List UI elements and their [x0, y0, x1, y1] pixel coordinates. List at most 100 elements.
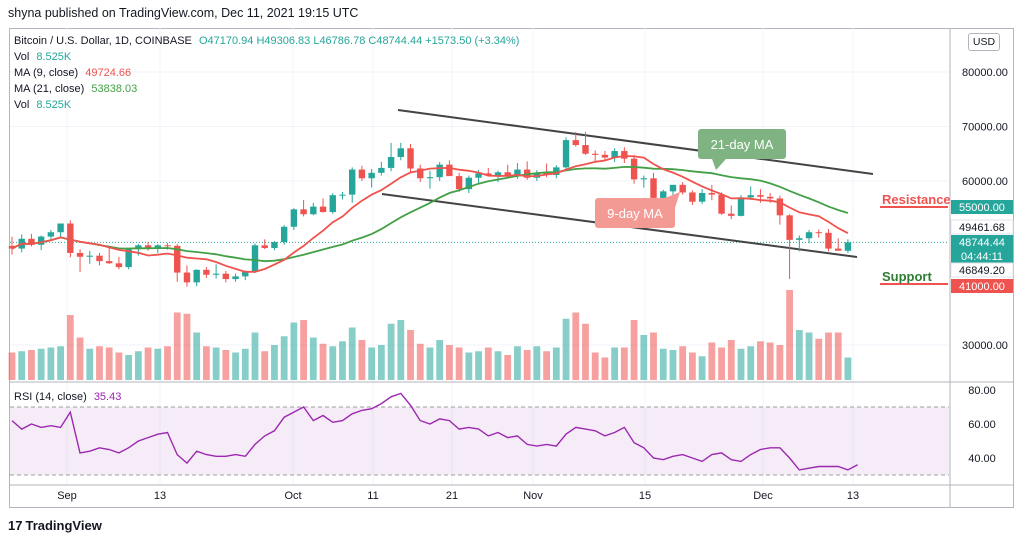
- time-tick-label: 13: [847, 490, 859, 502]
- candle-body: [417, 168, 424, 179]
- price-tag-text: 41000.00: [959, 281, 1005, 293]
- candle-body: [737, 197, 745, 216]
- volume-bar: [203, 346, 210, 380]
- candle-body: [174, 245, 181, 273]
- volume-bar: [689, 352, 696, 380]
- candle-body: [135, 245, 142, 250]
- candle-body: [582, 145, 589, 154]
- volume-bar: [309, 337, 317, 380]
- volume-bar: [815, 338, 823, 380]
- candle-body: [446, 164, 453, 177]
- candle-body: [776, 198, 784, 216]
- candle-body: [222, 273, 230, 280]
- publisher-header: shyna published on TradingView.com, Dec …: [8, 6, 359, 20]
- candle-body: [47, 232, 55, 237]
- legend-vol2-row: Vol 8.525K: [14, 98, 75, 112]
- rsi-tick-label: 40.00: [968, 453, 996, 465]
- candle-body: [553, 167, 560, 176]
- volume-bar: [358, 340, 366, 380]
- candle-body: [193, 269, 200, 283]
- volume-bar: [834, 332, 842, 380]
- price-tick-label: 80000.00: [962, 67, 1008, 79]
- price-tag-ma21: [950, 262, 1014, 278]
- ma21-callout-text: 21-day MA: [711, 137, 774, 152]
- axes: 80000.00 70000.00 60000.00 30000.00 80.00 60.…: [57, 67, 1008, 502]
- candle-body: [747, 195, 754, 198]
- volume-bar: [484, 347, 492, 380]
- volume-bar: [727, 340, 735, 380]
- volume-bar: [776, 345, 784, 380]
- candle-body: [640, 178, 647, 180]
- volume-bar: [329, 346, 337, 380]
- volume-bar: [18, 351, 26, 380]
- volume-bar: [504, 355, 512, 380]
- candle-body: [630, 158, 638, 180]
- currency-button[interactable]: USD: [968, 33, 1000, 51]
- volume-bar: [241, 348, 249, 380]
- legend-rsi-value: 35.43: [93, 391, 122, 403]
- candle-body: [562, 140, 570, 168]
- legend-vol2-label: Vol: [14, 99, 30, 111]
- candle-body: [465, 177, 473, 190]
- candle-body: [57, 223, 64, 233]
- candle-body: [319, 206, 327, 213]
- price-tags: 55000.00 49461.68 48744.44 04:44:11 46849.20…: [950, 200, 1014, 293]
- volume-bar: [446, 345, 453, 380]
- volume-bar: [96, 346, 103, 380]
- candle-body: [28, 238, 35, 245]
- candle-body: [426, 177, 434, 179]
- volume-bar: [659, 348, 667, 380]
- candle-body: [796, 238, 803, 240]
- legend-ma21-row: MA (21, close) 53838.03: [14, 82, 141, 96]
- volume-bars: [8, 290, 852, 380]
- candle-body: [310, 206, 317, 215]
- price-tick-label: 70000.00: [962, 122, 1008, 134]
- candle-body: [397, 148, 404, 158]
- volume-bar: [37, 348, 45, 380]
- volume-bar: [212, 347, 220, 380]
- support-label: Support: [882, 269, 932, 284]
- volume-bar: [757, 341, 764, 380]
- price-tick-label: 30000.00: [962, 340, 1008, 352]
- price-tag-text: 04:44:11: [961, 251, 1003, 263]
- candle-body: [669, 184, 677, 192]
- candle-body: [339, 194, 346, 196]
- resistance-label: Resistance: [882, 192, 951, 207]
- candle-body: [37, 236, 45, 245]
- volume-bar: [679, 346, 687, 380]
- volume-bar: [339, 341, 346, 380]
- volume-bar: [47, 347, 55, 380]
- volume-bar: [475, 351, 482, 380]
- ma21-line: [11, 165, 849, 263]
- volume-bar: [377, 345, 385, 380]
- tradingview-footer[interactable]: 17 TradingView: [8, 518, 102, 533]
- channel-upper-line[interactable]: [397, 109, 874, 175]
- volume-bar: [562, 318, 570, 380]
- legend-symbol-row: Bitcoin / U.S. Dollar, 1D, COINBASE O471…: [14, 34, 523, 48]
- candle-body: [757, 195, 764, 197]
- volume-bar: [251, 332, 259, 380]
- price-tag-last: [951, 235, 1013, 249]
- price-tag-text: 49461.68: [959, 222, 1005, 234]
- volume-bar: [533, 346, 541, 380]
- volume-bar: [640, 335, 648, 380]
- volume-bar: [523, 350, 531, 380]
- candle-body: [825, 232, 832, 249]
- candle-body: [368, 172, 375, 179]
- candle-body: [815, 232, 822, 234]
- candle-body: [329, 195, 336, 213]
- volume-bar: [465, 352, 473, 380]
- volume-bar: [8, 352, 16, 380]
- volume-bar: [669, 350, 677, 380]
- volume-bar: [164, 346, 171, 380]
- time-tick-label: 21: [446, 490, 458, 502]
- legend-ma9-row: MA (9, close) 49724.66: [14, 66, 135, 80]
- candle-body: [728, 213, 735, 216]
- candle-body: [115, 263, 123, 268]
- volume-bar: [193, 332, 201, 380]
- volume-bar: [28, 350, 35, 380]
- candle-body: [349, 169, 356, 195]
- volume-bar: [261, 351, 269, 380]
- candle-body: [183, 272, 191, 283]
